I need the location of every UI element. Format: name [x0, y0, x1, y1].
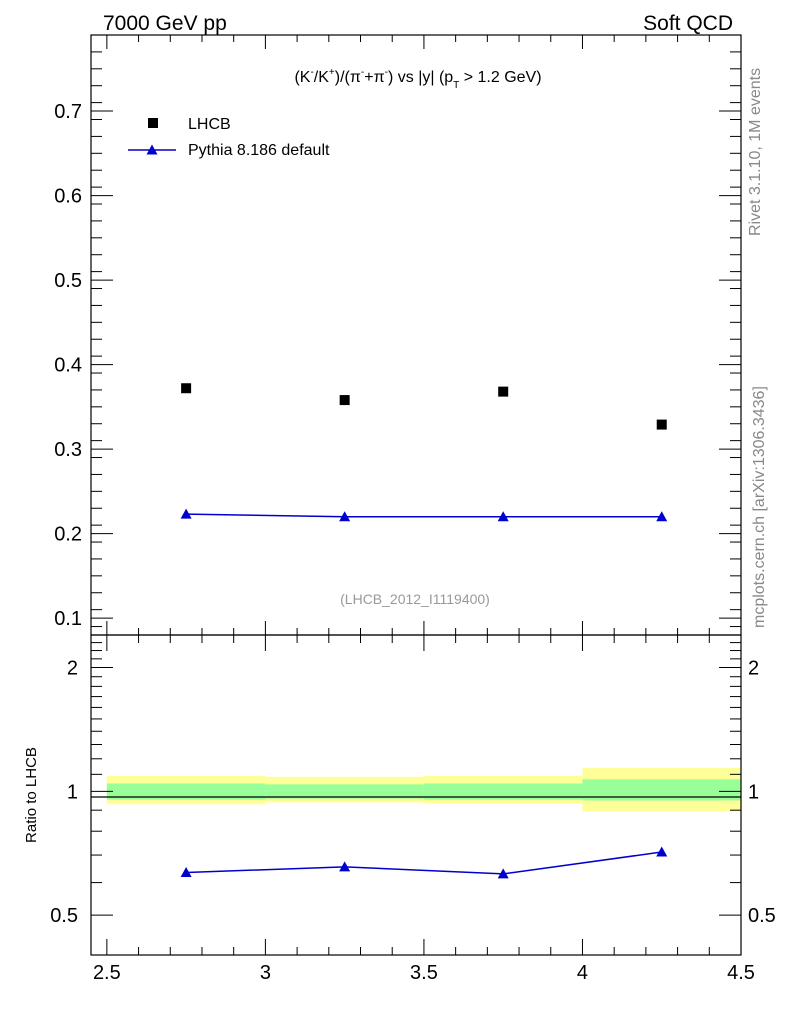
lhcb-data-point: [339, 395, 350, 406]
legend-marker-pythia: [146, 144, 158, 155]
ratio-bands: [106, 767, 741, 812]
ratio-pythia-line: [186, 851, 662, 875]
ratio-y-tick-label-right: 0.5: [748, 905, 776, 927]
ratio-pythia-point: [656, 846, 668, 857]
ratio-pythia-point: [497, 868, 509, 879]
mcplots-label: mcplots.cern.ch [arXiv:1306.3436]: [751, 386, 768, 628]
pythia-data-point: [656, 511, 668, 522]
ratio-y-tick-label-left: 1: [67, 781, 78, 803]
lhcb-data-point: [656, 419, 667, 430]
ratio-y-tick-label-right: 1: [748, 781, 759, 803]
ratio-pythia-point: [180, 866, 192, 877]
ratio-ylabel: Ratio to LHCB: [23, 747, 40, 843]
main-y-tick-label: 0.6: [54, 186, 82, 208]
ratio-x-tick-label: 3.5: [410, 962, 438, 984]
lhcb-data-point: [498, 386, 509, 397]
ratio-x-tick-label: 3: [260, 962, 271, 984]
main-y-tick-labels: 0.1 0.2 0.3 0.4 0.5 0.6 0.7: [54, 101, 82, 630]
ratio-ticks: [91, 635, 742, 956]
legend-label-pythia: Pythia 8.186 default: [188, 142, 330, 159]
ratio-band-inner: [106, 783, 266, 800]
ratio-y-tick-labels: 0.5 0.5 1 1 2 2: [50, 658, 776, 928]
pythia-data-point: [339, 511, 351, 522]
main-panel: (K-/K+)/(π-+π-) vs |y| (pT > 1.2 GeV) LH…: [54, 34, 742, 636]
ratio-panel: Ratio to LHCB 0.5 0.5 1 1 2 2 2.5 3 3.5 4 4.5: [23, 634, 776, 984]
rivet-label: Rivet 3.1.10, 1M events: [747, 68, 764, 236]
main-y-tick-label: 0.7: [54, 101, 82, 123]
ratio-y-tick-label-right: 2: [748, 658, 759, 680]
main-y-tick-label: 0.5: [54, 270, 82, 292]
header-right: Soft QCD: [643, 12, 733, 35]
ratio-band-inner: [265, 784, 424, 799]
ratio-band-inner: [423, 783, 583, 800]
ratio-x-tick-label: 4: [577, 962, 588, 984]
ratio-band-inner: [582, 779, 741, 801]
ratio-frame: [90, 634, 742, 956]
pythia-line: [186, 513, 662, 518]
pythia-data-point: [180, 508, 192, 519]
ratio-y-tick-label-left: 2: [67, 658, 78, 680]
legend-label-lhcb: LHCB: [188, 116, 231, 133]
ratio-x-tick-label: 2.5: [93, 962, 121, 984]
legend: LHCB Pythia 8.186 default: [128, 116, 330, 159]
pythia-data-point: [497, 511, 509, 522]
ratio-x-tick-labels: 2.5 3 3.5 4 4.5: [93, 962, 755, 984]
ratio-series: [180, 846, 668, 879]
legend-marker-lhcb: [148, 118, 158, 128]
header-left: 7000 GeV pp: [103, 12, 227, 35]
ratio-y-tick-label-left: 0.5: [50, 905, 78, 927]
main-series: [180, 383, 668, 522]
ratio-x-tick-label: 4.5: [727, 962, 755, 984]
main-y-tick-label: 0.4: [54, 355, 82, 377]
main-y-tick-label: 0.1: [54, 608, 82, 630]
ratio-pythia-point: [339, 861, 351, 872]
lhcb-data-point: [181, 383, 192, 394]
main-y-tick-label: 0.2: [54, 524, 82, 546]
main-ticks: [91, 35, 742, 635]
analysis-id: (LHCB_2012_I1119400): [340, 591, 490, 607]
plot-title: (K-/K+)/(π-+π-) vs |y| (pT > 1.2 GeV): [294, 67, 541, 91]
main-y-tick-label: 0.3: [54, 439, 82, 461]
